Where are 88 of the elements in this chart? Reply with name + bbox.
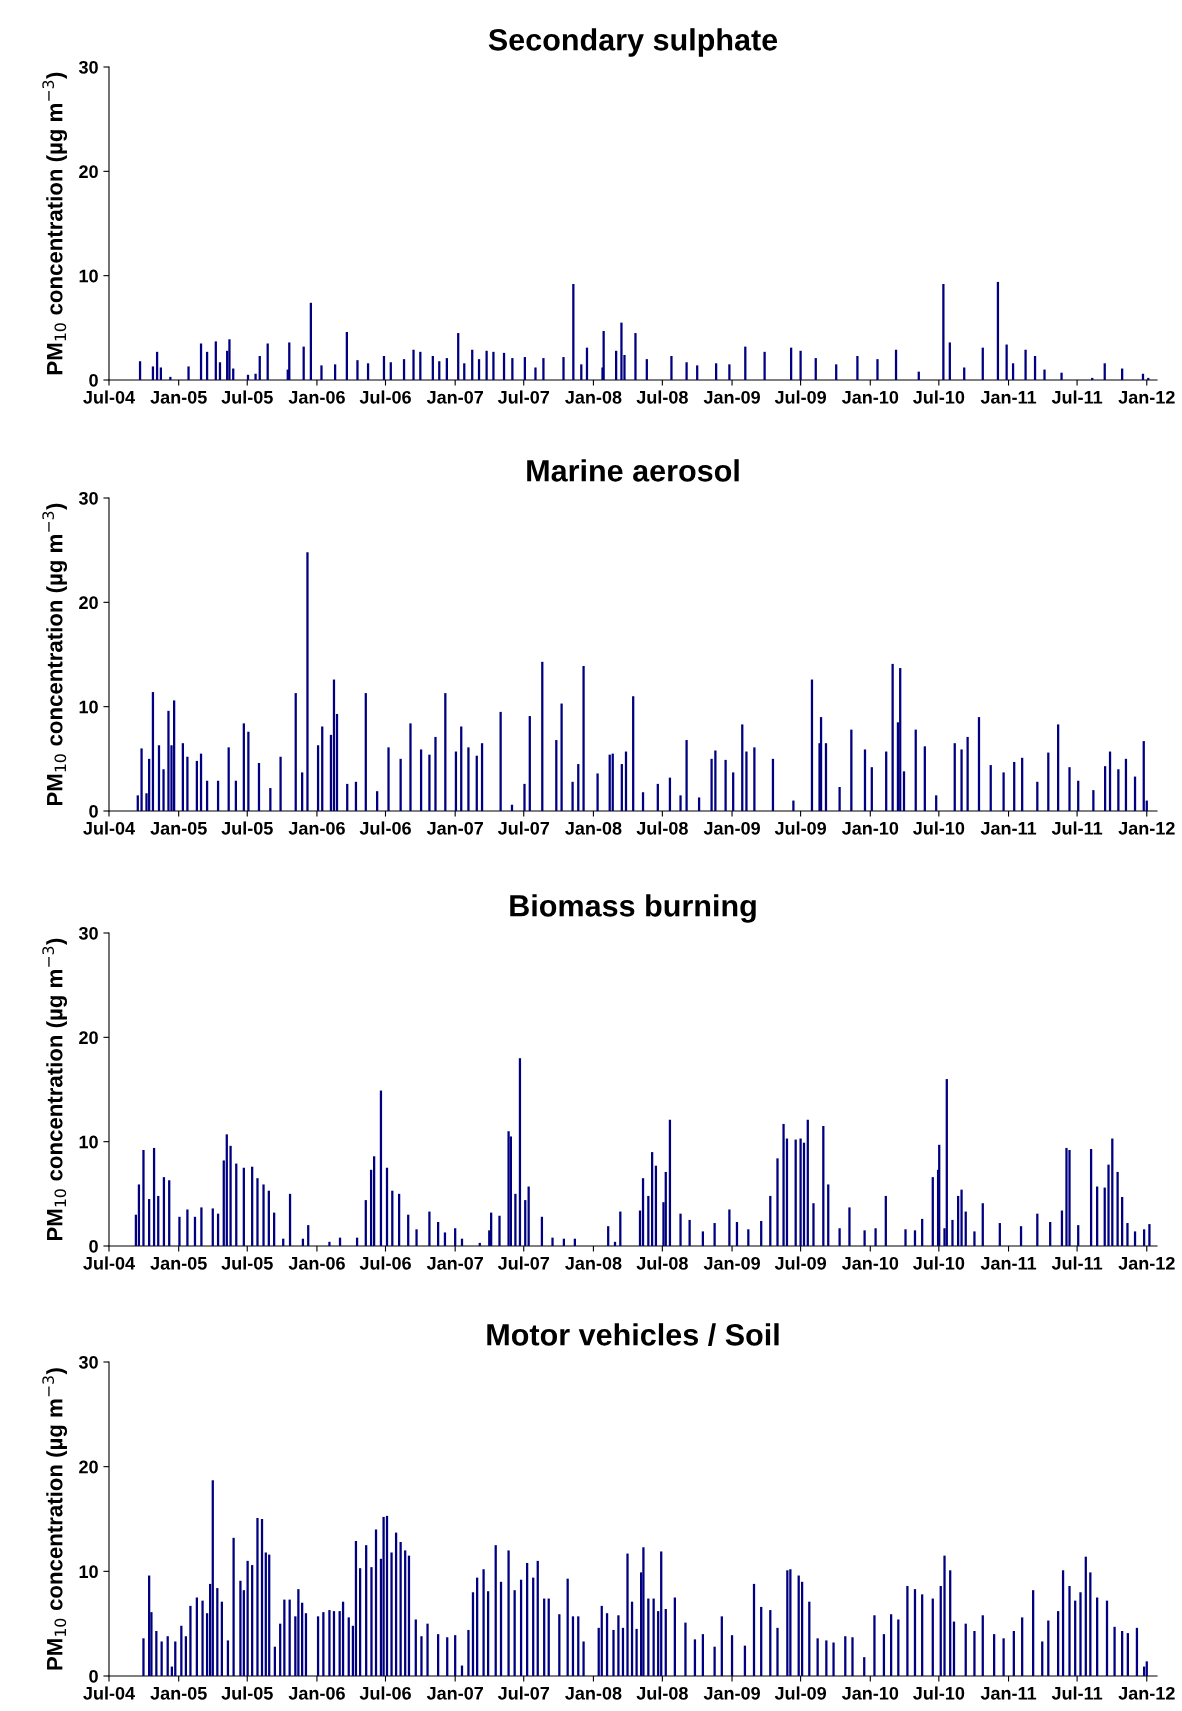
y-tick-label: 0	[89, 1239, 98, 1253]
x-tick-label: Jul-10	[913, 390, 965, 404]
x-tick-label: Jul-10	[913, 821, 965, 835]
y-tick-label: 0	[89, 804, 98, 818]
x-tick-label: Jan-10	[841, 821, 899, 835]
x-tick-label: Jul-10	[913, 1686, 965, 1700]
x-tick-label: Jul-11	[1051, 821, 1103, 835]
y-axis-title: PM$_{10}$ concentration (µg m$^{−3}$)	[42, 503, 68, 806]
x-tick-label: Jan-05	[150, 1256, 207, 1270]
x-tick-label: Jul-11	[1051, 1686, 1103, 1700]
y-axis-title: PM$_{10}$ concentration (µg m$^{−3}$)	[42, 72, 68, 375]
x-tick-label: Jul-06	[359, 390, 411, 404]
x-tick-label: Jan-12	[1118, 390, 1175, 404]
y-axis-title: PM$_{10}$ concentration (µg m$^{−3}$)	[42, 1368, 68, 1670]
y-tick-label: 30	[78, 491, 98, 505]
x-tick-label: Jan-07	[426, 821, 483, 835]
x-tick-label: Jan-12	[1118, 1686, 1175, 1700]
x-tick-label: Jan-06	[288, 1686, 345, 1700]
x-tick-label: Jan-08	[565, 1686, 622, 1700]
x-tick-label: Jan-07	[426, 1256, 483, 1270]
x-tick-label: Jul-05	[221, 1256, 273, 1270]
x-tick-label: Jul-11	[1051, 390, 1103, 404]
x-tick-label: Jul-08	[636, 821, 688, 835]
chart-title: Secondary sulphate	[488, 28, 778, 57]
x-tick-label: Jul-04	[83, 390, 135, 404]
x-tick-label: Jul-09	[774, 1256, 827, 1270]
x-tick-label: Jul-04	[83, 821, 135, 835]
y-tick-label: 10	[79, 700, 98, 714]
x-tick-label: Jan-10	[841, 1686, 899, 1700]
x-tick-label: Jan-06	[288, 821, 345, 835]
chart-title: Marine aerosol	[527, 459, 739, 482]
x-tick-label: Jan-08	[565, 390, 622, 404]
x-tick-label: Jan-06	[288, 390, 345, 404]
x-tick-label: Jul-10	[913, 1256, 965, 1270]
x-tick-label: Jan-05	[150, 1686, 207, 1700]
x-tick-label: Jul-05	[221, 821, 273, 835]
x-tick-label: Jan-08	[565, 1256, 622, 1270]
x-tick-label: Jul-05	[221, 390, 273, 404]
x-tick-label: Jul-04	[83, 1256, 135, 1270]
chart-title: Motor vehicles / Soil	[487, 1323, 779, 1346]
x-tick-label: Jul-06	[359, 1256, 411, 1270]
x-tick-label: Jul-05	[221, 1686, 273, 1700]
x-tick-label: Jan-09	[703, 821, 760, 835]
x-tick-label: Jan-09	[703, 1256, 760, 1270]
x-tick-label: Jul-09	[774, 821, 827, 835]
x-tick-label: Jan-09	[703, 390, 760, 404]
chart-title: Biomass burning	[510, 894, 756, 923]
y-tick-label: 20	[79, 165, 98, 179]
x-tick-label: Jul-07	[497, 1686, 550, 1700]
x-tick-label: Jan-11	[980, 1687, 1037, 1700]
y-tick-label: 20	[79, 1460, 98, 1474]
y-tick-label: 30	[78, 926, 98, 940]
x-tick-label: Jan-10	[841, 390, 899, 404]
x-tick-label: Jan-07	[426, 390, 483, 404]
x-tick-label: Jan-05	[150, 821, 207, 835]
y-tick-label: 30	[78, 1355, 98, 1369]
y-tick-label: 10	[79, 1135, 98, 1149]
x-tick-label: Jan-09	[703, 1686, 760, 1700]
x-tick-label: Jan-11	[980, 391, 1037, 404]
y-tick-label: 20	[79, 1031, 98, 1045]
x-tick-label: Jul-04	[83, 1686, 135, 1700]
x-tick-label: Jan-12	[1118, 1256, 1175, 1270]
x-tick-label: Jul-08	[636, 1686, 688, 1700]
x-tick-label: Jul-09	[774, 1686, 827, 1700]
x-tick-label: Jan-05	[150, 390, 207, 404]
y-tick-label: 0	[89, 1669, 98, 1683]
x-tick-label: Jul-08	[636, 1256, 688, 1270]
x-tick-label: Jan-12	[1118, 821, 1175, 835]
x-tick-label: Jul-11	[1051, 1256, 1103, 1270]
x-tick-label: Jul-09	[774, 390, 827, 404]
x-tick-label: Jan-10	[841, 1256, 899, 1270]
y-tick-label: 30	[78, 60, 98, 74]
x-tick-label: Jan-11	[980, 822, 1037, 835]
x-tick-label: Jul-07	[497, 821, 550, 835]
x-tick-label: Jul-07	[497, 1256, 550, 1270]
x-tick-label: Jul-08	[636, 390, 688, 404]
y-tick-label: 20	[79, 596, 98, 610]
x-tick-label: Jan-11	[980, 1257, 1037, 1270]
y-tick-label: 0	[89, 373, 98, 387]
x-tick-label: Jan-06	[288, 1256, 345, 1270]
x-tick-label: Jul-06	[359, 821, 411, 835]
x-tick-label: Jul-07	[497, 390, 550, 404]
y-axis-title: PM$_{10}$ concentration (µg m$^{−3}$)	[42, 938, 68, 1241]
x-tick-label: Jul-06	[359, 1686, 411, 1700]
x-tick-label: Jan-08	[565, 821, 622, 835]
y-tick-label: 10	[79, 1565, 98, 1579]
x-tick-label: Jan-07	[426, 1686, 483, 1700]
y-tick-label: 10	[79, 269, 98, 283]
